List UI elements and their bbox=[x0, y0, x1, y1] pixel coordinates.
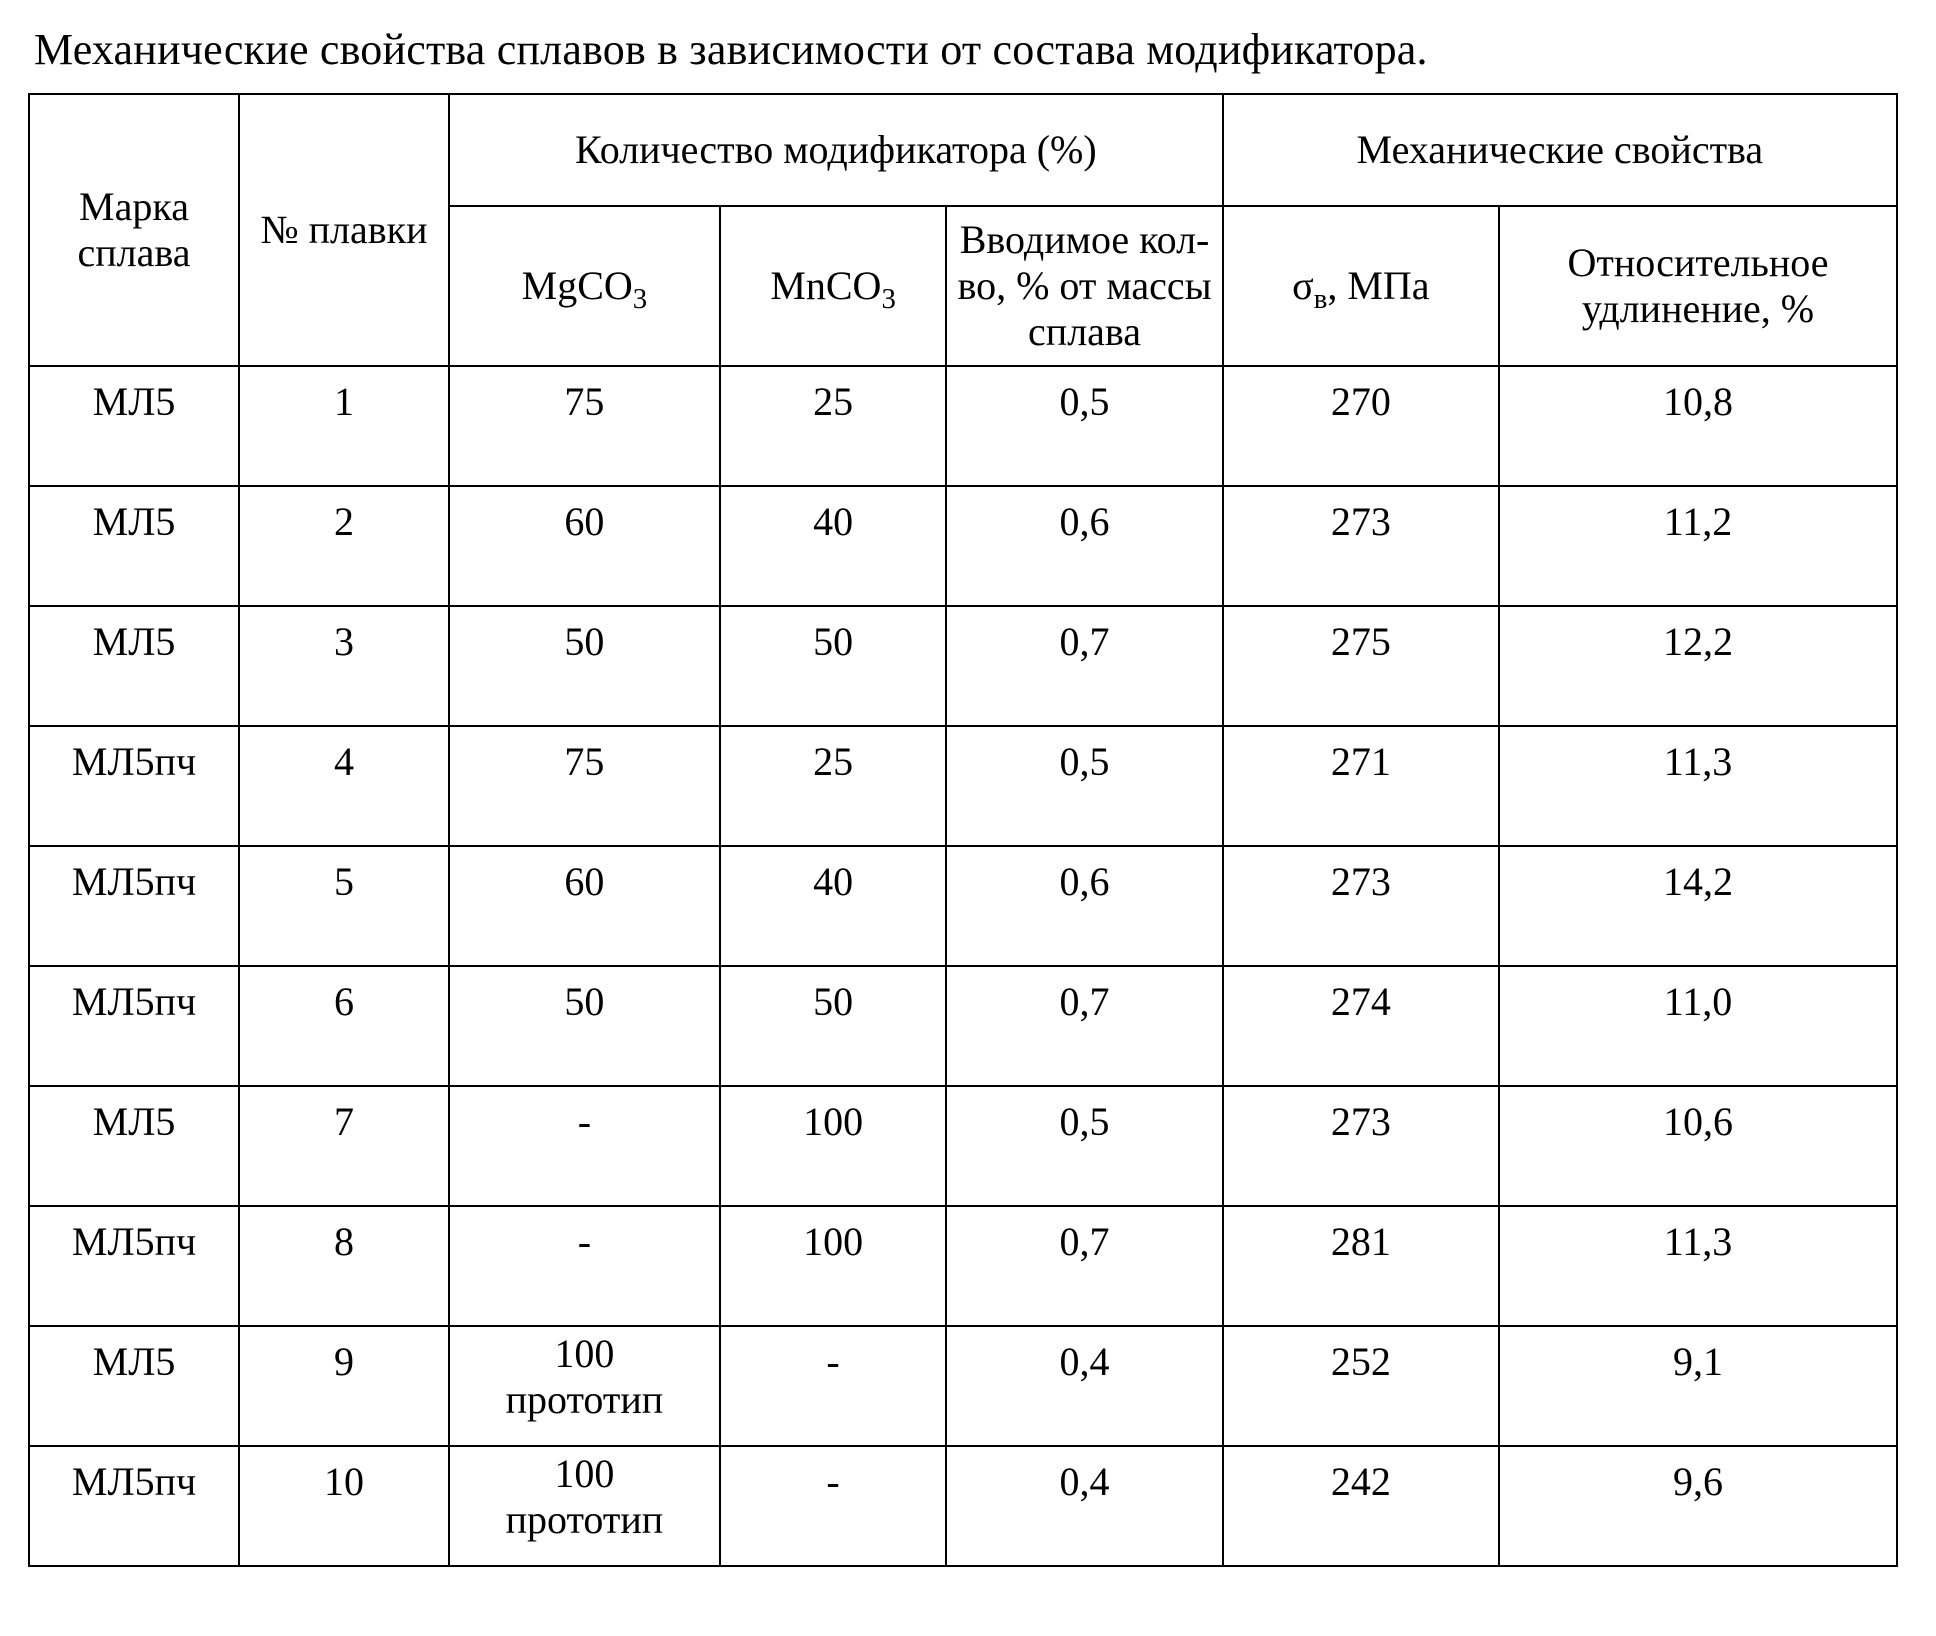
th-melt: № плавки bbox=[239, 94, 449, 366]
cell-sigma: 275 bbox=[1223, 606, 1499, 726]
cell-added: 0,4 bbox=[946, 1446, 1222, 1566]
th-group-modifier: Количество модификатора (%) bbox=[449, 94, 1223, 206]
page-title: Механические свойства сплавов в зависимо… bbox=[34, 24, 1908, 75]
cell-melt: 1 bbox=[239, 366, 449, 486]
th-sigma: σв, МПа bbox=[1223, 206, 1499, 366]
th-group-mech: Механические свойства bbox=[1223, 94, 1897, 206]
table-row: МЛ5175250,527010,8 bbox=[29, 366, 1897, 486]
cell-mgco3: - bbox=[449, 1086, 720, 1206]
table-row: МЛ5пч560400,627314,2 bbox=[29, 846, 1897, 966]
cell-mgco3: - bbox=[449, 1206, 720, 1326]
th-mgco3: MgCO3 bbox=[449, 206, 720, 366]
cell-elong: 9,1 bbox=[1499, 1326, 1897, 1446]
cell-mgco3: 75 bbox=[449, 366, 720, 486]
table-row: МЛ57-1000,527310,6 bbox=[29, 1086, 1897, 1206]
cell-sigma: 273 bbox=[1223, 1086, 1499, 1206]
cell-alloy: МЛ5пч bbox=[29, 726, 239, 846]
cell-sigma: 274 bbox=[1223, 966, 1499, 1086]
cell-elong: 11,2 bbox=[1499, 486, 1897, 606]
cell-added: 0,7 bbox=[946, 966, 1222, 1086]
cell-mnco3: 40 bbox=[720, 486, 947, 606]
table-row: МЛ5пч475250,527111,3 bbox=[29, 726, 1897, 846]
cell-melt: 5 bbox=[239, 846, 449, 966]
cell-added: 0,5 bbox=[946, 366, 1222, 486]
table-row: МЛ5пч8-1000,728111,3 bbox=[29, 1206, 1897, 1326]
cell-mnco3: - bbox=[720, 1326, 947, 1446]
cell-sigma: 271 bbox=[1223, 726, 1499, 846]
cell-elong: 10,6 bbox=[1499, 1086, 1897, 1206]
cell-mgco3: 60 bbox=[449, 486, 720, 606]
cell-melt: 10 bbox=[239, 1446, 449, 1566]
cell-melt: 7 bbox=[239, 1086, 449, 1206]
alloy-properties-table: Марка сплава № плавки Количество модифик… bbox=[28, 93, 1898, 1567]
cell-melt: 9 bbox=[239, 1326, 449, 1446]
th-elong: Относительное удлинение, % bbox=[1499, 206, 1897, 366]
cell-added: 0,7 bbox=[946, 606, 1222, 726]
table-row: МЛ59100прототип-0,42529,1 bbox=[29, 1326, 1897, 1446]
cell-alloy: МЛ5пч bbox=[29, 1446, 239, 1566]
cell-sigma: 273 bbox=[1223, 846, 1499, 966]
cell-mnco3: 100 bbox=[720, 1206, 947, 1326]
cell-mgco3: 50 bbox=[449, 966, 720, 1086]
table-row: МЛ5пч10100прототип-0,42429,6 bbox=[29, 1446, 1897, 1566]
cell-added: 0,6 bbox=[946, 486, 1222, 606]
cell-elong: 11,0 bbox=[1499, 966, 1897, 1086]
cell-melt: 2 bbox=[239, 486, 449, 606]
cell-alloy: МЛ5пч bbox=[29, 846, 239, 966]
cell-mgco3: 100прототип bbox=[449, 1446, 720, 1566]
cell-mgco3: 60 bbox=[449, 846, 720, 966]
cell-mnco3: 25 bbox=[720, 366, 947, 486]
cell-added: 0,5 bbox=[946, 1086, 1222, 1206]
cell-melt: 3 bbox=[239, 606, 449, 726]
cell-mnco3: 25 bbox=[720, 726, 947, 846]
cell-elong: 9,6 bbox=[1499, 1446, 1897, 1566]
cell-melt: 6 bbox=[239, 966, 449, 1086]
th-alloy: Марка сплава bbox=[29, 94, 239, 366]
cell-elong: 11,3 bbox=[1499, 726, 1897, 846]
cell-added: 0,7 bbox=[946, 1206, 1222, 1326]
cell-sigma: 281 bbox=[1223, 1206, 1499, 1326]
cell-alloy: МЛ5 bbox=[29, 1086, 239, 1206]
cell-added: 0,4 bbox=[946, 1326, 1222, 1446]
cell-sigma: 273 bbox=[1223, 486, 1499, 606]
cell-melt: 4 bbox=[239, 726, 449, 846]
cell-alloy: МЛ5пч bbox=[29, 966, 239, 1086]
table-row: МЛ5350500,727512,2 bbox=[29, 606, 1897, 726]
table-body: МЛ5175250,527010,8МЛ5260400,627311,2МЛ53… bbox=[29, 366, 1897, 1566]
cell-mnco3: - bbox=[720, 1446, 947, 1566]
cell-elong: 12,2 bbox=[1499, 606, 1897, 726]
cell-mgco3: 100прототип bbox=[449, 1326, 720, 1446]
cell-mgco3: 75 bbox=[449, 726, 720, 846]
th-mnco3: MnCO3 bbox=[720, 206, 947, 366]
cell-sigma: 252 bbox=[1223, 1326, 1499, 1446]
table-row: МЛ5пч650500,727411,0 bbox=[29, 966, 1897, 1086]
table-row: МЛ5260400,627311,2 bbox=[29, 486, 1897, 606]
cell-alloy: МЛ5 bbox=[29, 486, 239, 606]
cell-alloy: МЛ5 bbox=[29, 366, 239, 486]
cell-alloy: МЛ5 bbox=[29, 1326, 239, 1446]
cell-mnco3: 50 bbox=[720, 966, 947, 1086]
cell-added: 0,6 bbox=[946, 846, 1222, 966]
cell-elong: 11,3 bbox=[1499, 1206, 1897, 1326]
cell-sigma: 242 bbox=[1223, 1446, 1499, 1566]
cell-elong: 10,8 bbox=[1499, 366, 1897, 486]
cell-alloy: МЛ5пч bbox=[29, 1206, 239, 1326]
cell-mnco3: 40 bbox=[720, 846, 947, 966]
cell-elong: 14,2 bbox=[1499, 846, 1897, 966]
cell-sigma: 270 bbox=[1223, 366, 1499, 486]
th-added: Вводимое кол-во, % от массы сплава bbox=[946, 206, 1222, 366]
cell-alloy: МЛ5 bbox=[29, 606, 239, 726]
cell-mgco3: 50 bbox=[449, 606, 720, 726]
cell-added: 0,5 bbox=[946, 726, 1222, 846]
cell-mnco3: 100 bbox=[720, 1086, 947, 1206]
cell-mnco3: 50 bbox=[720, 606, 947, 726]
cell-melt: 8 bbox=[239, 1206, 449, 1326]
